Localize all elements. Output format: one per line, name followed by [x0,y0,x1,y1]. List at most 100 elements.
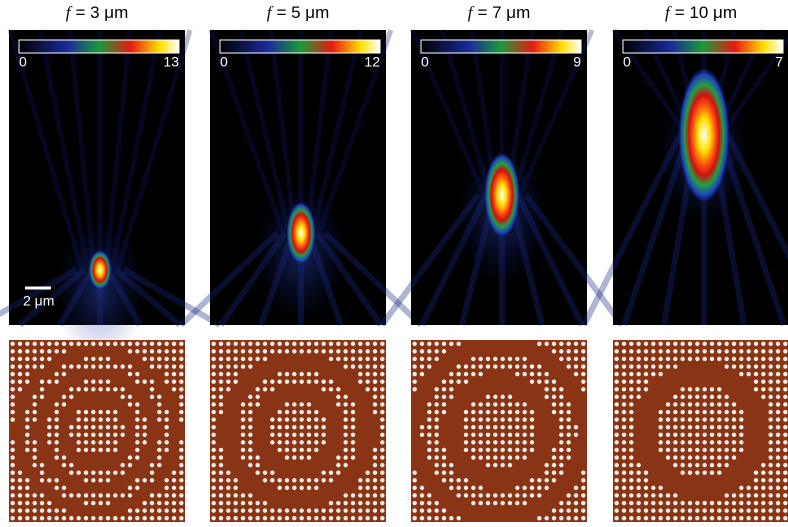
nano-pillar [566,440,570,444]
nano-pillar [373,463,377,467]
nano-pillar [54,372,58,376]
nano-pillar [754,478,758,482]
nano-pillar [91,410,95,414]
nano-pillar [644,493,648,497]
nano-pillar [373,486,377,490]
nano-pillar [358,342,362,346]
nano-pillar [776,425,780,429]
nano-pillar [478,410,482,414]
nano-pillar [135,417,139,421]
nano-pillar [241,433,245,437]
nano-pillar [211,448,215,452]
nano-pillar [566,516,570,520]
nano-pillar [299,342,303,346]
nano-pillar [566,417,570,421]
nano-pillar [754,471,758,475]
nano-pillar [233,516,237,520]
nano-pillar [135,440,139,444]
field-map: 07 [584,30,788,325]
nano-pillar [783,493,787,497]
nano-pillar [673,455,677,459]
nano-pillar [427,349,431,353]
focal-spot [287,202,316,264]
nano-pillar [695,455,699,459]
nano-pillar [292,478,296,482]
nano-pillar [179,402,183,406]
nano-pillar [614,486,618,490]
nano-pillar [522,417,526,421]
nano-pillar [211,478,215,482]
nano-pillar [746,501,750,505]
nano-pillar [537,364,541,368]
nano-pillar [761,387,765,391]
nano-pillar [248,516,252,520]
nano-pillar [91,516,95,520]
nano-pillar [62,486,66,490]
nano-pillar [10,508,14,512]
nano-pillar [135,425,139,429]
nano-pillar [651,508,655,512]
nano-pillar [442,448,446,452]
nano-pillar [559,463,563,467]
nano-pillar [106,501,110,505]
nano-pillar [120,471,124,475]
nano-pillar [500,501,504,505]
nano-pillar [754,501,758,505]
nano-pillar [142,417,146,421]
nano-pillar [783,448,787,452]
nano-pillar [373,387,377,391]
nano-pillar [508,417,512,421]
nano-pillar [285,448,289,452]
nano-pillar [179,440,183,444]
nano-pillar [717,410,721,414]
nano-pillar [54,425,58,429]
nano-pillar [644,380,648,384]
nano-pillar [314,486,318,490]
title-text: = 5 μm [276,3,329,22]
nano-pillar [150,508,154,512]
nano-pillar [614,357,618,361]
nano-pillar [486,357,490,361]
nano-pillar [629,410,633,414]
nano-pillar [695,417,699,421]
nano-pillar [695,387,699,391]
nano-pillar [732,357,736,361]
nano-pillar [566,402,570,406]
nano-pillar [614,463,618,467]
nano-pillar [40,387,44,391]
nano-pillar [351,440,355,444]
nano-pillar [84,425,88,429]
nano-pillar [768,395,772,399]
nano-pillar [508,433,512,437]
nano-pillar [277,372,281,376]
nano-pillar [673,402,677,406]
nano-pillar [614,433,618,437]
nano-pillar [478,493,482,497]
nano-pillar [434,349,438,353]
nano-pillar [680,455,684,459]
nano-pillar [54,342,58,346]
nano-pillar [373,364,377,368]
colorbar-max: 7 [775,54,783,70]
nano-pillar [18,357,22,361]
nano-pillar [739,349,743,353]
nano-pillar [658,486,662,490]
nano-pillar [329,508,333,512]
nano-pillar [211,410,215,414]
nano-pillar [373,455,377,459]
nano-pillar [695,395,699,399]
nano-pillar [18,380,22,384]
nano-pillar [292,372,296,376]
nano-pillar [420,357,424,361]
nano-pillar [508,395,512,399]
nano-pillar [688,448,692,452]
nano-pillar [666,417,670,421]
nano-pillar [754,364,758,368]
nano-pillar [776,493,780,497]
nano-pillar [515,440,519,444]
nano-pillar [629,425,633,429]
nano-pillar [179,364,183,368]
nano-pillar [702,425,706,429]
nano-pillar [113,440,117,444]
nano-pillar [471,486,475,490]
